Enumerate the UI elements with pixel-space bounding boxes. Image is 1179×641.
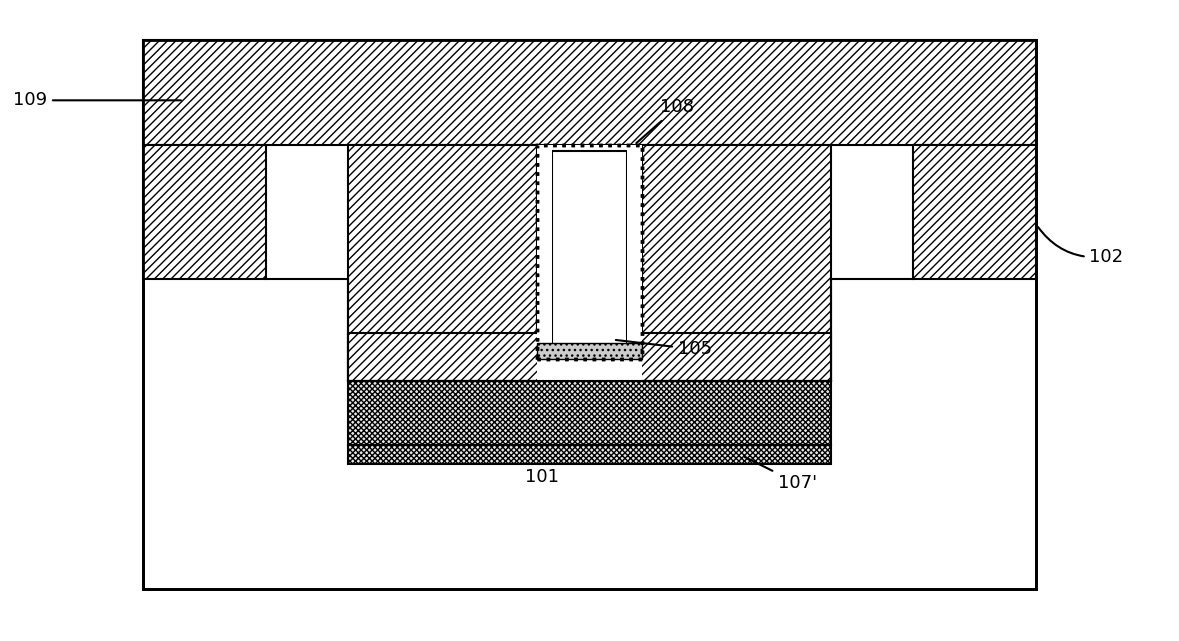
Text: 101: 101: [526, 468, 560, 486]
Bar: [348, 381, 831, 445]
Bar: [143, 145, 266, 279]
Bar: [143, 40, 1036, 145]
Bar: [536, 145, 643, 359]
Bar: [536, 145, 643, 359]
Bar: [536, 145, 552, 359]
Text: 108: 108: [637, 98, 694, 143]
Bar: [348, 333, 831, 381]
Bar: [536, 145, 643, 359]
Bar: [913, 145, 1036, 279]
Bar: [348, 145, 536, 381]
Text: 109: 109: [13, 91, 180, 110]
Text: 102: 102: [1038, 227, 1124, 265]
Bar: [536, 343, 643, 359]
Bar: [143, 40, 1036, 588]
Bar: [143, 40, 1036, 588]
Bar: [627, 145, 643, 359]
Bar: [643, 145, 831, 381]
Text: 105: 105: [615, 340, 712, 358]
Text: 107': 107': [745, 457, 817, 492]
Bar: [552, 151, 627, 349]
Bar: [536, 145, 643, 381]
Bar: [348, 445, 831, 464]
